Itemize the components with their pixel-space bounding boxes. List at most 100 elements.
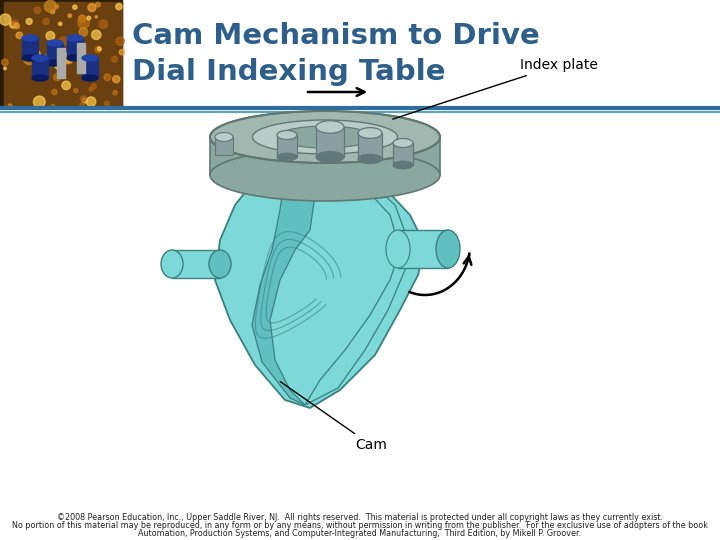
Ellipse shape: [47, 40, 63, 46]
Circle shape: [64, 55, 73, 64]
Bar: [82, 58, 98, 78]
Circle shape: [96, 2, 100, 7]
Ellipse shape: [358, 127, 382, 138]
Bar: [57, 48, 65, 78]
Circle shape: [0, 14, 11, 25]
Ellipse shape: [22, 35, 38, 41]
Bar: [67, 38, 83, 58]
Circle shape: [1, 59, 8, 65]
Ellipse shape: [22, 55, 38, 61]
Polygon shape: [252, 175, 315, 405]
Circle shape: [89, 87, 93, 91]
Circle shape: [14, 23, 19, 29]
Text: Cam Mechanism to Drive: Cam Mechanism to Drive: [132, 22, 540, 50]
Bar: [77, 43, 85, 73]
Ellipse shape: [436, 230, 460, 268]
Circle shape: [45, 53, 51, 59]
Ellipse shape: [386, 230, 410, 268]
Circle shape: [112, 76, 120, 83]
Ellipse shape: [47, 60, 63, 66]
Ellipse shape: [161, 250, 183, 278]
Circle shape: [24, 53, 35, 65]
Ellipse shape: [316, 121, 344, 133]
Bar: [358, 133, 382, 159]
Circle shape: [51, 10, 55, 14]
Circle shape: [81, 55, 85, 59]
Circle shape: [43, 18, 49, 25]
Circle shape: [81, 96, 86, 102]
Circle shape: [31, 50, 40, 58]
Ellipse shape: [32, 55, 48, 61]
Bar: [210, 137, 440, 175]
Circle shape: [60, 53, 71, 63]
Ellipse shape: [277, 153, 297, 161]
Bar: [398, 230, 448, 268]
Circle shape: [55, 62, 62, 70]
Text: Cam: Cam: [280, 382, 387, 452]
Circle shape: [4, 67, 6, 70]
Ellipse shape: [215, 132, 233, 141]
Bar: [277, 135, 297, 157]
Text: ©2008 Pearson Education, Inc., Upper Saddle River, NJ.  All rights reserved.  Th: ©2008 Pearson Education, Inc., Upper Sad…: [57, 514, 663, 523]
Circle shape: [12, 20, 18, 26]
Circle shape: [82, 98, 87, 103]
Circle shape: [88, 4, 96, 11]
Circle shape: [80, 103, 84, 107]
Circle shape: [55, 4, 58, 8]
Circle shape: [116, 4, 122, 10]
Ellipse shape: [32, 75, 48, 81]
Text: Automation, Production Systems, and Computer-Integrated Manufacturing,  Third Ed: Automation, Production Systems, and Comp…: [138, 530, 582, 538]
Circle shape: [16, 32, 22, 38]
Ellipse shape: [210, 149, 440, 201]
Circle shape: [68, 14, 71, 17]
Bar: [32, 58, 48, 78]
Bar: [0, 0, 122, 108]
Bar: [172, 250, 220, 278]
Text: No portion of this material may be reproduced, in any form or by any means, with: No portion of this material may be repro…: [12, 522, 708, 530]
Circle shape: [99, 20, 107, 29]
Bar: [47, 43, 63, 63]
Circle shape: [91, 84, 96, 89]
Bar: [22, 38, 38, 58]
Circle shape: [52, 89, 57, 94]
Polygon shape: [305, 172, 408, 405]
Circle shape: [46, 31, 55, 40]
Circle shape: [34, 56, 40, 62]
Bar: [215, 137, 233, 155]
Text: Dial Indexing Table: Dial Indexing Table: [132, 58, 446, 86]
Circle shape: [26, 18, 32, 24]
Ellipse shape: [67, 35, 83, 41]
Circle shape: [116, 37, 125, 45]
Circle shape: [79, 28, 88, 36]
Circle shape: [33, 96, 45, 108]
Circle shape: [10, 22, 16, 28]
Circle shape: [34, 7, 40, 14]
Ellipse shape: [82, 75, 98, 81]
Circle shape: [104, 101, 109, 106]
Circle shape: [74, 89, 78, 93]
Ellipse shape: [316, 151, 344, 163]
Ellipse shape: [253, 120, 397, 154]
Ellipse shape: [67, 55, 83, 61]
Circle shape: [62, 81, 71, 90]
Circle shape: [87, 16, 91, 20]
Ellipse shape: [210, 111, 440, 163]
Circle shape: [45, 1, 56, 12]
Bar: [4, 2, 122, 106]
Circle shape: [73, 5, 77, 9]
Circle shape: [113, 91, 117, 95]
Circle shape: [78, 15, 86, 23]
Ellipse shape: [277, 126, 372, 148]
Circle shape: [8, 104, 12, 107]
Circle shape: [120, 50, 125, 55]
Circle shape: [39, 77, 42, 80]
Circle shape: [59, 37, 68, 45]
Circle shape: [95, 16, 97, 18]
Ellipse shape: [393, 138, 413, 147]
Circle shape: [104, 74, 111, 80]
Circle shape: [78, 17, 89, 29]
Bar: [393, 143, 413, 165]
Text: Index plate: Index plate: [392, 58, 598, 119]
Circle shape: [54, 74, 60, 81]
Circle shape: [42, 70, 47, 75]
